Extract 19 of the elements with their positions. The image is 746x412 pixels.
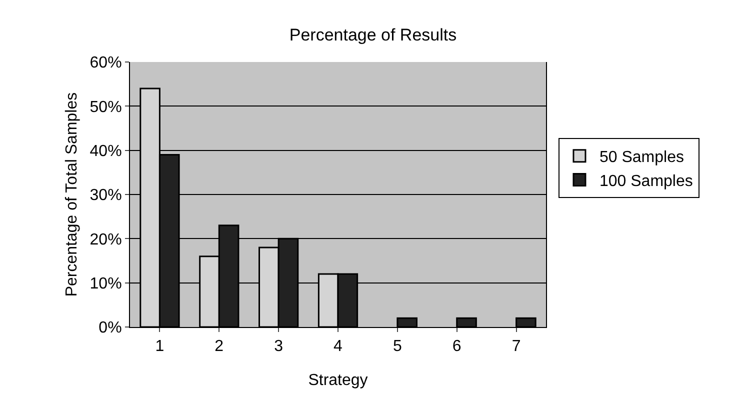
y-tick-label: 50% bbox=[90, 98, 122, 116]
y-tick-label: 10% bbox=[90, 275, 122, 292]
y-tick-label: 0% bbox=[98, 320, 122, 337]
x-tick-label: 5 bbox=[392, 338, 402, 356]
x-tick-label: 2 bbox=[214, 338, 224, 356]
legend-label: 50 Samples bbox=[599, 149, 684, 166]
x-tick-label: 4 bbox=[334, 338, 343, 356]
legend-label: 100 Samples bbox=[599, 172, 693, 190]
x-axis-title: Strategy bbox=[308, 372, 368, 389]
x-tick-label: 7 bbox=[512, 338, 521, 356]
x-tick-label: 3 bbox=[274, 338, 284, 356]
chart-title: Percentage of Results bbox=[289, 26, 457, 45]
y-tick-label: 60% bbox=[90, 54, 122, 72]
y-axis-title: Percentage of Total Samples bbox=[64, 92, 81, 297]
y-tick-label: 20% bbox=[90, 231, 122, 248]
y-tick-label: 30% bbox=[90, 187, 122, 204]
y-tick-label: 40% bbox=[90, 142, 122, 160]
x-tick-label: 1 bbox=[155, 338, 164, 356]
x-tick-label: 6 bbox=[452, 338, 462, 356]
